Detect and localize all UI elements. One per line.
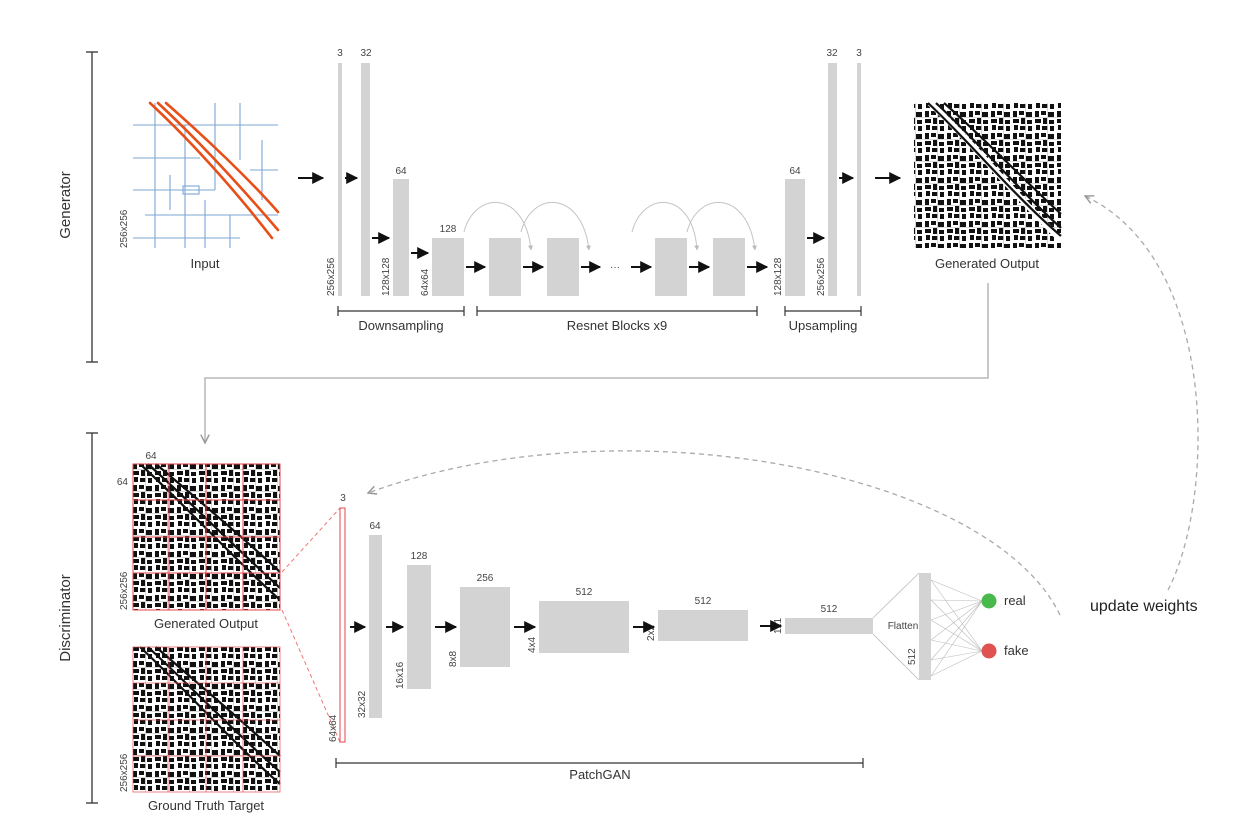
patch-layer-512-c [785,618,873,634]
resnet-bracket [476,306,758,316]
patch-layer-128 [407,565,431,689]
gen-layer-32-channels: 32 [360,48,372,59]
flatten-fan-lines [872,572,920,681]
patch-layer-256-channels: 256 [477,573,494,584]
patch-layer-3-channels: 3 [340,493,346,504]
generated-output-map [914,100,1064,248]
patchgan-bracket [335,758,864,768]
feedback-to-discriminator-arrow [368,450,1061,616]
disc-generated-label: Generated Output [154,616,258,631]
flatten-layer [919,573,931,680]
patch-input-layer [339,507,346,743]
patch-height-label: 64 [117,477,129,488]
fake-label: fake [1004,643,1029,658]
flatten-dim: 512 [907,648,918,665]
up-layer-64-dim: 128x128 [773,257,784,296]
patch-layer-512-c-channels: 512 [821,604,838,615]
flatten-label: Flatten [888,621,919,632]
up-layer-3 [857,63,861,296]
generator-bracket [86,51,98,363]
patch-layer-512-b [658,610,748,641]
upsampling-bracket [784,306,862,316]
gen-layer-3-channels: 3 [337,48,343,59]
gen-layer-64-dim: 128x128 [381,257,392,296]
discriminator-section-label: Discriminator [57,574,74,662]
ground-truth-label: Ground Truth Target [148,798,264,813]
input-label: Input [191,256,220,271]
disc-generated-map [132,463,281,611]
patch-layer-128-dim: 16x16 [395,661,406,689]
gen-layer-64-channels: 64 [395,166,407,177]
ground-truth-map [132,646,281,793]
feedback-to-generator-arrow [1085,196,1199,591]
gen-layer-3-dim: 256x256 [326,257,337,296]
resnet-ellipsis: ··· [610,262,620,273]
patch-layer-512-a-channels: 512 [576,587,593,598]
fc-lines [930,579,983,677]
patch-zoom-lines [281,507,341,743]
patch-width-label: 64 [145,451,157,462]
patch-layer-128-channels: 128 [411,551,428,562]
patchgan-label: PatchGAN [569,767,630,782]
generator-flow-arrows [298,172,902,273]
up-layer-32 [828,63,837,296]
patch-layer-512-a-dim: 4x4 [527,636,538,653]
gen-layer-3 [338,63,342,296]
patchgan-flow-arrows [350,620,783,633]
generator-section-label: Generator [57,171,74,239]
patch-layer-3-dim: 64x64 [328,714,339,742]
input-dim-label: 256x256 [119,209,130,248]
gen-layer-128 [432,238,464,296]
up-layer-64-channels: 64 [789,166,801,177]
upsampling-label: Upsampling [789,318,858,333]
update-weights-label: update weights [1090,598,1198,615]
patch-layer-512-a [539,601,629,653]
input-map [133,101,280,248]
generated-output-label: Generated Output [935,256,1039,271]
gen-layer-128-channels: 128 [440,224,457,235]
resnet-blocks [463,201,757,296]
patch-layer-256 [460,587,510,667]
up-layer-32-channels: 32 [826,48,838,59]
gen-layer-64 [393,179,409,296]
patch-layer-64 [369,535,382,718]
gen-layer-128-dim: 64x64 [420,268,431,296]
real-label: real [1004,593,1026,608]
discriminator-bracket [86,432,98,804]
up-layer-64 [785,179,805,296]
downsampling-bracket [337,306,465,316]
disc-generated-dim: 256x256 [119,571,130,610]
ground-truth-dim: 256x256 [119,753,130,792]
patch-layer-64-channels: 64 [369,521,381,532]
generator-to-discriminator-connector [205,283,989,443]
real-node [981,593,997,609]
patch-layer-512-b-channels: 512 [695,596,712,607]
patch-layer-64-dim: 32x32 [357,690,368,718]
up-layer-32-dim: 256x256 [816,257,827,296]
fake-node [981,643,997,659]
gen-layer-32 [361,63,370,296]
up-layer-3-channels: 3 [856,48,862,59]
downsampling-label: Downsampling [358,318,443,333]
resnet-label: Resnet Blocks x9 [567,318,667,333]
patch-layer-256-dim: 8x8 [448,650,459,667]
